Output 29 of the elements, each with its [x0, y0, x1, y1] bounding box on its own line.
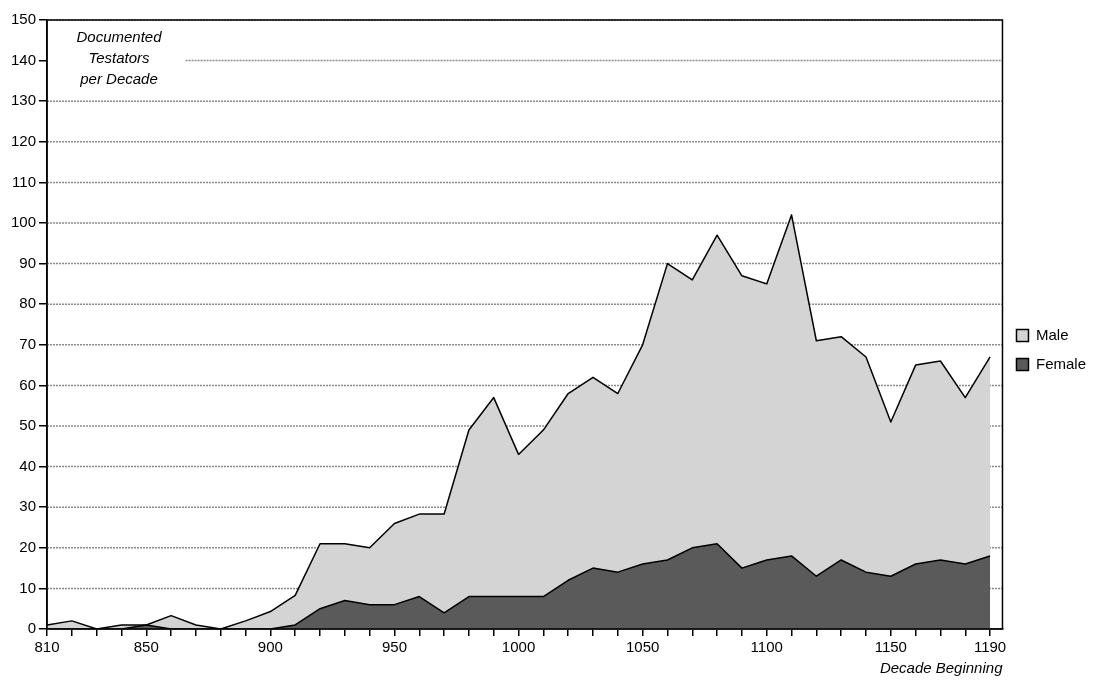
y-tick-label: 50: [19, 416, 37, 434]
legend-label: Female: [1035, 354, 1087, 372]
y-tick-label: 130: [11, 91, 37, 109]
x-tick-label: 1000: [501, 638, 536, 656]
x-tick-label: 900: [257, 638, 283, 656]
x-axis-title: Decade Beginning: [879, 659, 1004, 677]
y-tick-label: 100: [11, 213, 37, 231]
y-tick-label: 80: [19, 294, 37, 312]
x-tick-label: 1050: [625, 638, 660, 656]
x-tick-label: 1100: [750, 638, 783, 656]
y-tick-label: 30: [19, 497, 37, 515]
y-tick-label: 150: [11, 10, 37, 28]
y-tick-label: 110: [12, 172, 37, 190]
y-tick-label: 140: [11, 50, 37, 68]
x-tick-label: 950: [381, 638, 407, 656]
y-tick-label: 10: [19, 578, 37, 596]
legend-label: Male: [1035, 325, 1069, 343]
x-tick-label: 1150: [874, 638, 907, 656]
x-tick-label: 850: [133, 638, 159, 656]
y-tick-label: 20: [19, 537, 37, 555]
y-tick-label: 120: [11, 131, 37, 149]
x-tick-label: 810: [34, 638, 60, 656]
y-axis-title: Documented Testators per Decade: [76, 27, 163, 87]
y-tick-label: 70: [19, 334, 37, 352]
y-tick-label: 90: [19, 253, 37, 271]
y-tick-label: 40: [19, 456, 37, 474]
y-tick-label: 60: [19, 375, 37, 393]
x-tick-label: 1190: [973, 638, 1007, 656]
y-tick-label: 0: [27, 619, 37, 637]
